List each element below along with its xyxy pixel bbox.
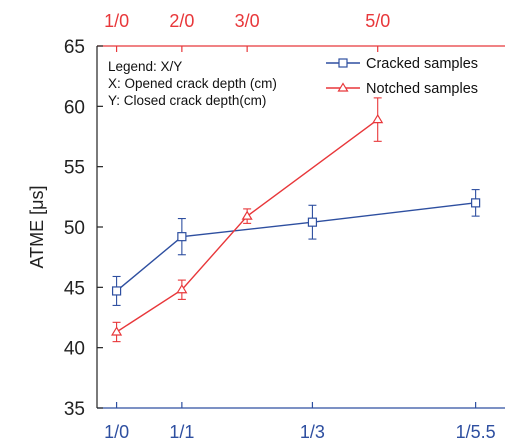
x-axis-bottom-ticks: 1/0 1/1 1/3 1/5.5: [104, 402, 496, 442]
series-notched: [111, 97, 384, 343]
legend-label-cracked: Cracked samples: [366, 56, 478, 72]
annotation-line-3: Y: Closed crack depth(cm): [108, 93, 266, 108]
data-point-notched: [372, 113, 384, 124]
legend-label-notched: Notched samples: [366, 81, 478, 97]
y-tick-label: 55: [64, 158, 85, 179]
data-point-notched: [241, 210, 253, 220]
data-point-cracked: [177, 232, 187, 242]
x-top-tick-label: 5/0: [365, 11, 390, 31]
data-point-cracked: [111, 286, 122, 296]
x-bottom-tick-label: 1/3: [300, 422, 325, 442]
x-top-tick-label: 1/0: [104, 11, 129, 31]
x-top-tick-label: 3/0: [235, 11, 260, 31]
x-bottom-tick-label: 1/5.5: [456, 422, 496, 442]
y-tick-label: 40: [64, 339, 85, 360]
data-point-notched: [176, 284, 188, 294]
x-bottom-tick-label: 1/0: [104, 422, 129, 442]
legend-marker-cracked: [338, 58, 348, 68]
annotation-line-2: X: Opened crack depth (cm): [108, 76, 277, 91]
annotation-line-1: Legend: X/Y: [108, 59, 182, 74]
y-axis-ticks: 35 40 45 50 55 60 65: [64, 37, 103, 420]
y-tick-label: 50: [64, 218, 85, 239]
data-point-cracked: [471, 198, 481, 208]
legend-marker-notched: [337, 82, 349, 92]
x-bottom-tick-label: 1/1: [169, 422, 194, 442]
x-axis-top-ticks: 1/0 2/0 3/0 5/0: [104, 11, 390, 52]
data-point-notched: [111, 326, 123, 336]
series-cracked: [111, 189, 481, 306]
data-point-cracked: [307, 217, 318, 227]
series-line-notched: [116, 119, 379, 333]
series-layer: [111, 97, 481, 343]
y-tick-label: 35: [64, 399, 85, 420]
legend: Cracked samples Notched samples: [326, 56, 478, 97]
y-tick-label: 60: [64, 97, 85, 118]
x-top-tick-label: 2/0: [169, 11, 194, 31]
y-tick-label: 65: [64, 37, 85, 58]
y-axis-label: ATME [μs]: [27, 185, 47, 268]
series-line-cracked: [116, 202, 476, 292]
y-tick-label: 45: [64, 278, 85, 299]
annotation-box: Legend: X/Y X: Opened crack depth (cm) Y…: [108, 59, 277, 108]
